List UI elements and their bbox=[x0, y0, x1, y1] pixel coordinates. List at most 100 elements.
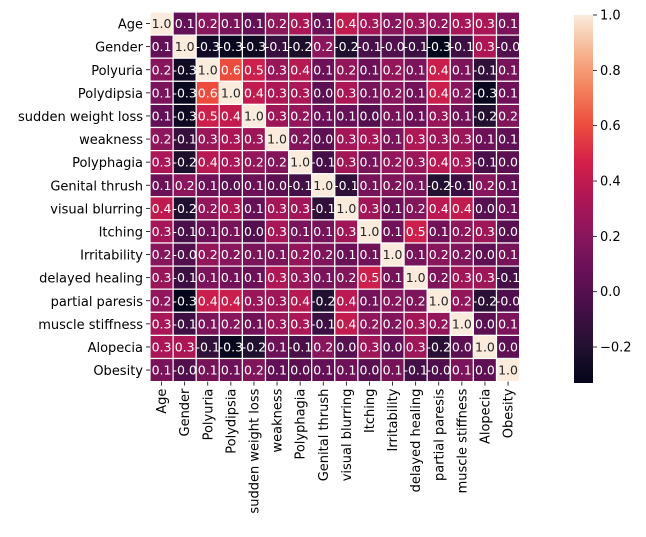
cell-value-label: 0.1 bbox=[360, 178, 380, 193]
cell-value-label: 0.3 bbox=[336, 85, 356, 100]
cell-value-label: -0.3 bbox=[172, 62, 196, 77]
cell-value-label: 0.3 bbox=[221, 132, 241, 147]
cell-value-label: -0.0 bbox=[496, 39, 520, 54]
cell-value-label: 0.1 bbox=[406, 108, 426, 123]
cell-value-label: 0.1 bbox=[498, 16, 518, 31]
cell-value-label: 0.3 bbox=[267, 316, 287, 331]
cell-value-label: 0.2 bbox=[475, 178, 495, 193]
cell-value-label: 0.3 bbox=[290, 201, 310, 216]
cell-value-label: -0.3 bbox=[473, 85, 497, 100]
cell-value-label: 0.0 bbox=[383, 339, 403, 354]
cell-value-label: 0.3 bbox=[406, 316, 426, 331]
x-tick-label: Age bbox=[155, 389, 170, 414]
cell-value-label: 0.5 bbox=[198, 108, 218, 123]
colorbar-tick-label: 0.0 bbox=[600, 285, 621, 300]
cell-value-label: 0.0 bbox=[498, 224, 518, 239]
cell-value-label: -0.2 bbox=[172, 201, 196, 216]
cell-value-label: -0.1 bbox=[288, 339, 312, 354]
cell-value-label: -0.1 bbox=[403, 39, 427, 54]
cell-value-label: 0.3 bbox=[290, 316, 310, 331]
cell-value-label: 0.2 bbox=[152, 247, 172, 262]
cell-value-label: 1.0 bbox=[475, 339, 495, 354]
cell-value-label: 0.2 bbox=[383, 62, 403, 77]
cell-value-label: 0.1 bbox=[360, 293, 380, 308]
cell-value-label: -0.2 bbox=[427, 178, 451, 193]
cell-value-label: 0.4 bbox=[290, 62, 310, 77]
cell-value-label: 0.3 bbox=[406, 132, 426, 147]
cell-value-label: -0.0 bbox=[427, 363, 451, 378]
cell-value-label: 0.3 bbox=[267, 201, 287, 216]
cell-value-label: -0.3 bbox=[172, 85, 196, 100]
cell-value-label: 0.1 bbox=[475, 132, 495, 147]
cell-value-label: -0.3 bbox=[242, 39, 266, 54]
cell-value-label: 0.2 bbox=[406, 201, 426, 216]
cell-value-label: 0.1 bbox=[221, 270, 241, 285]
cell-value-label: 0.1 bbox=[313, 62, 333, 77]
cell-value-label: 0.4 bbox=[336, 293, 356, 308]
x-tick-label: visual blurring bbox=[340, 389, 355, 482]
cell-value-label: 1.0 bbox=[313, 178, 333, 193]
cell-value-label: 0.1 bbox=[244, 178, 264, 193]
cell-value-label: 0.4 bbox=[221, 293, 241, 308]
cell-value-label: 0.4 bbox=[244, 85, 264, 100]
cell-value-label: 0.1 bbox=[383, 224, 403, 239]
cell-value-label: 0.2 bbox=[221, 316, 241, 331]
cell-value-label: 0.1 bbox=[198, 270, 218, 285]
cell-value-label: 0.1 bbox=[267, 247, 287, 262]
cell-value-label: 0.1 bbox=[360, 155, 380, 170]
cell-value-label: 0.1 bbox=[198, 178, 218, 193]
cell-value-label: 0.1 bbox=[383, 132, 403, 147]
cell-value-label: -0.1 bbox=[357, 39, 381, 54]
y-tick-label: Itching bbox=[99, 225, 143, 240]
cell-value-label: 0.2 bbox=[429, 270, 449, 285]
heatmap-cells: 1.0 0.1 0.2 0.1 0.1 0.2 0.3 0.1 0.4 0.3 0.2 0.3 0.2 0… bbox=[149, 11, 520, 383]
cell-value-label: 1.0 bbox=[498, 363, 518, 378]
cell-value-label: -0.1 bbox=[172, 132, 196, 147]
cell-value-label: 0.2 bbox=[244, 155, 264, 170]
cell-value-label: -0.2 bbox=[288, 39, 312, 54]
cell-value-label: 1.0 bbox=[406, 270, 426, 285]
cell-value-label: 0.2 bbox=[290, 247, 310, 262]
colorbar-tick-label: 0.8 bbox=[600, 64, 621, 79]
cell-value-label: 0.3 bbox=[290, 16, 310, 31]
cell-value-label: 0.2 bbox=[152, 132, 172, 147]
cell-value-label: 0.4 bbox=[290, 293, 310, 308]
cell-value-label: 0.1 bbox=[452, 62, 472, 77]
cell-value-label: 0.0 bbox=[498, 339, 518, 354]
cell-value-label: 0.1 bbox=[498, 62, 518, 77]
cell-value-label: 0.2 bbox=[267, 16, 287, 31]
cell-value-label: 0.0 bbox=[475, 247, 495, 262]
cell-value-label: -0.2 bbox=[334, 39, 358, 54]
x-tick-label: Obesity bbox=[502, 388, 517, 438]
colorbar bbox=[574, 15, 593, 383]
cell-value-label: -0.1 bbox=[288, 178, 312, 193]
colorbar-tick-label: 1.0 bbox=[600, 9, 621, 24]
cell-value-label: -0.2 bbox=[311, 293, 335, 308]
colorbar-tick-label: 0.4 bbox=[600, 175, 621, 190]
cell-value-label: -0.3 bbox=[427, 39, 451, 54]
cell-value-label: 0.3 bbox=[475, 39, 495, 54]
cell-value-label: 0.1 bbox=[152, 363, 172, 378]
cell-value-label: 0.2 bbox=[313, 247, 333, 262]
cell-value-label: 0.5 bbox=[244, 62, 264, 77]
cell-value-label: 1.0 bbox=[290, 155, 310, 170]
cell-value-label: 0.3 bbox=[452, 16, 472, 31]
cell-value-label: 0.1 bbox=[221, 224, 241, 239]
cell-value-label: 0.2 bbox=[429, 247, 449, 262]
cell-value-label: 0.2 bbox=[267, 155, 287, 170]
cell-value-label: 0.1 bbox=[406, 62, 426, 77]
cell-value-label: 0.1 bbox=[336, 108, 356, 123]
cell-value-label: 0.1 bbox=[221, 16, 241, 31]
cell-value-label: 0.1 bbox=[152, 108, 172, 123]
cell-value-label: 1.0 bbox=[360, 224, 380, 239]
cell-value-label: 0.2 bbox=[244, 363, 264, 378]
cell-value-label: 0.2 bbox=[336, 270, 356, 285]
cell-value-label: 0.1 bbox=[498, 85, 518, 100]
x-tick-label: Gender bbox=[178, 388, 193, 437]
cell-value-label: -0.1 bbox=[196, 339, 220, 354]
cell-value-label: 0.3 bbox=[452, 132, 472, 147]
cell-value-label: 0.0 bbox=[244, 224, 264, 239]
y-tick-label: Genital thrush bbox=[50, 179, 143, 194]
cell-value-label: 0.2 bbox=[313, 339, 333, 354]
